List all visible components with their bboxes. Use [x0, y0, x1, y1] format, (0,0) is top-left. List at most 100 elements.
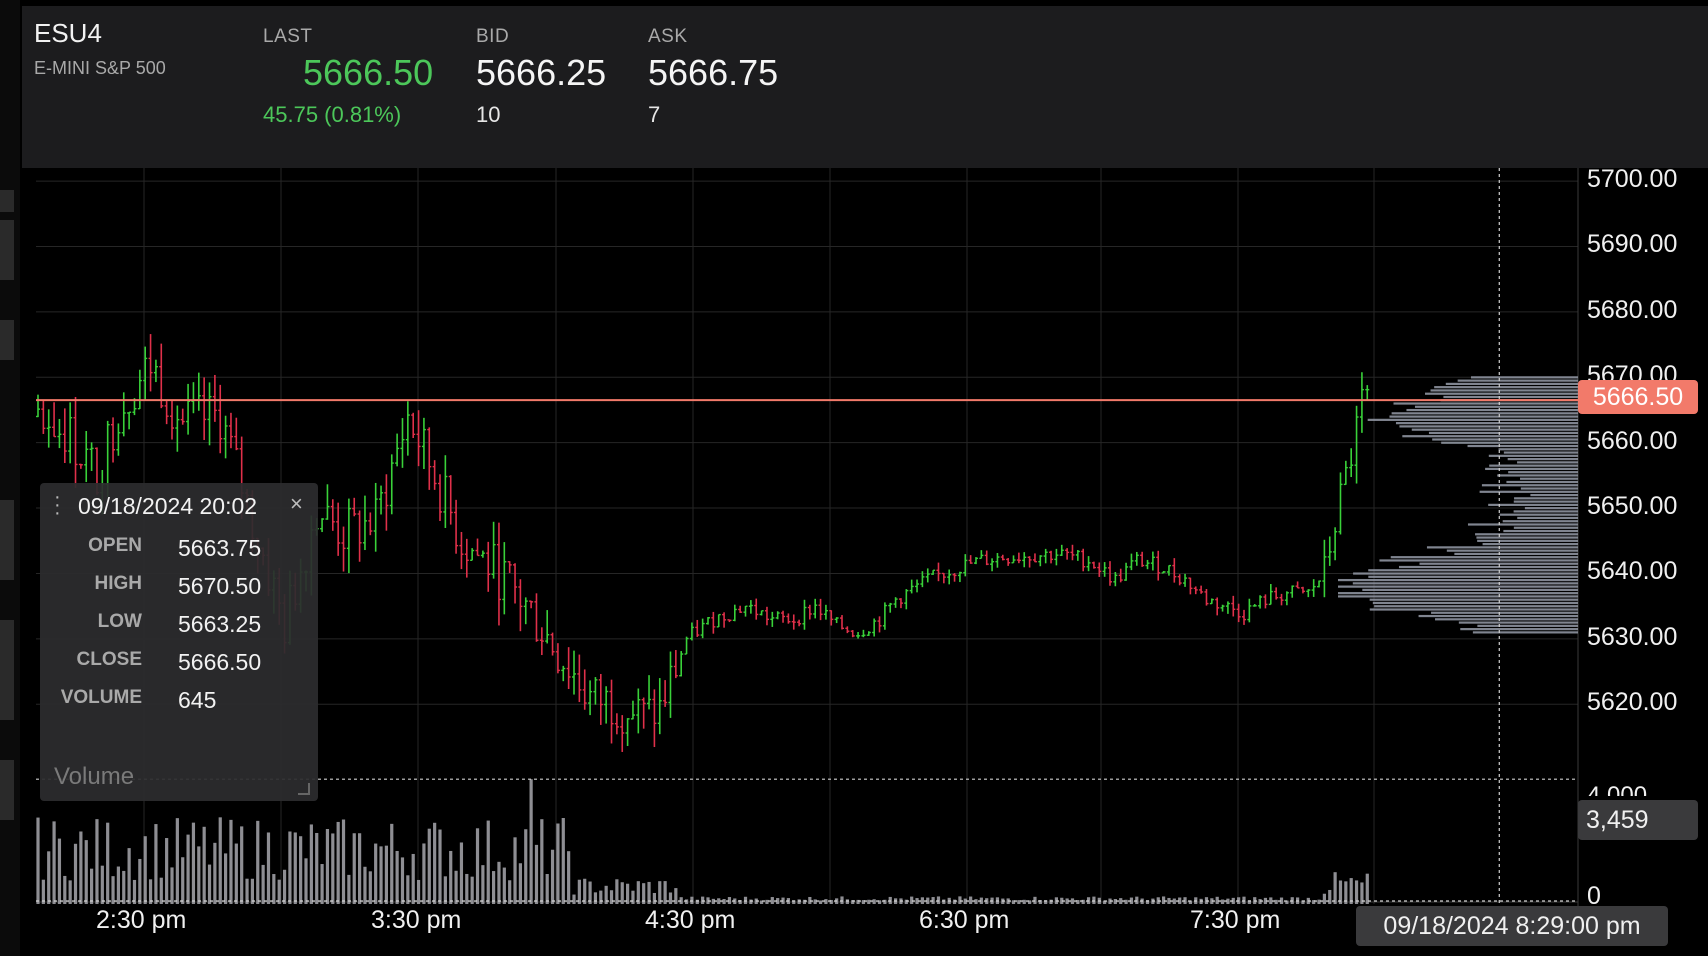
volume-bar [583, 878, 587, 904]
volume-profile-bar [1338, 595, 1578, 598]
volume-profile-bar [1458, 621, 1578, 624]
info-label: CLOSE [76, 649, 142, 670]
volume-bar [1076, 900, 1080, 904]
net-change: 45.75 (0.81%) [263, 102, 402, 127]
volume-bar [95, 819, 99, 904]
volume-bar [170, 867, 174, 904]
volume-bar [877, 900, 882, 904]
volume-bar [1247, 900, 1251, 904]
volume-bar [240, 826, 244, 904]
volume-bar [1038, 900, 1042, 904]
volume-bar [374, 843, 378, 904]
volume-bar [915, 898, 919, 904]
volume-profile-bar [1514, 497, 1578, 500]
volume-profile-bar [1460, 628, 1578, 631]
symbol-description: E-MINI S&P 500 [34, 58, 166, 78]
volume-bar [486, 820, 490, 904]
volume-bar [363, 866, 367, 904]
volume-bar [631, 890, 635, 904]
volume-bar [138, 858, 142, 904]
volume-profile-bar [1369, 598, 1578, 601]
volume-bar [395, 850, 399, 904]
volume-bar [411, 853, 415, 904]
volume-bar [234, 843, 238, 904]
volume-profile-bar [1426, 546, 1578, 549]
volume-bar [958, 896, 962, 904]
symbol[interactable]: ESU4 [34, 18, 102, 48]
volume-profile-bar [1513, 500, 1578, 503]
volume-profile-bar [1489, 464, 1578, 467]
time-label: 4:30 pm [645, 906, 736, 934]
volume-bar [406, 875, 410, 904]
volume-bar [443, 876, 447, 904]
volume-bar [492, 871, 496, 904]
volume-bar [502, 867, 506, 904]
volume-bar [341, 819, 346, 904]
volume-bar [384, 845, 388, 904]
volume-bar [567, 851, 571, 904]
last-price-badge: 5666.50 [1578, 380, 1698, 414]
volume-profile-bar [1338, 585, 1578, 588]
volume-bar [797, 899, 801, 904]
close-icon[interactable]: × [290, 491, 303, 516]
volume-profile-bar [1406, 408, 1578, 412]
volume-bar [475, 828, 480, 904]
volume-bar [1124, 899, 1128, 904]
volume-profile-bar [1398, 565, 1578, 569]
volume-bar [1049, 899, 1053, 904]
volume-bar [952, 899, 957, 904]
time-label: 2:30 pm [96, 906, 187, 934]
volume-bar [883, 899, 887, 904]
volume-profile-bar [1432, 438, 1578, 441]
volume-bar [79, 831, 83, 904]
ask-size: 7 [648, 102, 661, 127]
resize-grip-icon[interactable] [298, 783, 310, 795]
volume-profile-bar [1520, 487, 1578, 490]
volume-bar [1188, 900, 1192, 904]
volume-bar [604, 885, 608, 904]
volume-bar [593, 892, 598, 904]
volume-bar [57, 838, 62, 904]
volume-bar [658, 881, 662, 904]
volume-bar [867, 899, 871, 904]
volume-bar [1279, 897, 1284, 904]
info-value: 5663.75 [178, 535, 262, 561]
volume-bar [218, 817, 222, 904]
volume-bar [609, 890, 614, 904]
volume-profile-bar [1430, 389, 1578, 392]
volume-bar [668, 892, 673, 904]
volume-bar [143, 836, 147, 904]
volume-bar [449, 850, 453, 904]
info-label: VOLUME [60, 687, 142, 708]
volume-bar [186, 834, 190, 904]
volume-profile-bar [1503, 451, 1578, 454]
volume-profile-bar [1488, 503, 1578, 506]
ask-price: 5666.75 [648, 52, 779, 93]
volume-bar [904, 899, 908, 904]
volume-bar [202, 826, 206, 904]
info-value: 5663.25 [178, 611, 262, 637]
info-row-volume: VOLUME 645 [40, 687, 318, 717]
volume-bar [422, 843, 426, 904]
volume-profile-bar [1419, 562, 1578, 565]
volume-bar [63, 875, 67, 904]
volume-bar [266, 832, 271, 904]
volume-bar [1162, 896, 1166, 904]
volume-bar [727, 897, 732, 904]
volume-bar [148, 879, 153, 904]
volume-bar [68, 880, 72, 904]
volume-profile-bar [1524, 507, 1578, 510]
ohlc-info-panel[interactable]: · · · 09/18/2024 20:02 × OPEN 5663.75 HIGH… [40, 483, 318, 801]
volume-profile-bar [1431, 611, 1578, 614]
drag-handle-icon[interactable]: · · · [54, 486, 61, 524]
volume-bar [465, 873, 469, 904]
info-row-high: HIGH 5670.50 [40, 573, 318, 603]
volume-bar [282, 869, 287, 904]
volume-profile-bar [1530, 493, 1578, 497]
volume-bar [792, 900, 796, 904]
volume-bar [309, 824, 313, 904]
volume-profile-bar [1479, 490, 1578, 493]
volume-bar [1092, 896, 1096, 904]
strip-tick [0, 620, 14, 720]
